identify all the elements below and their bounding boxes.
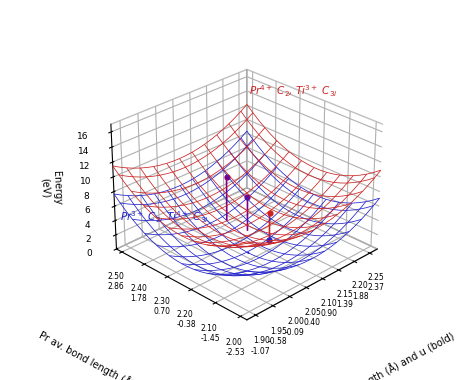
Text: Pr$^{3+}$ $C_2$, Ti$^{4+}$ $C_{3i}$: Pr$^{3+}$ $C_2$, Ti$^{4+}$ $C_{3i}$ <box>120 209 209 225</box>
Text: Pr$^{4+}$ $C_2$, Ti$^{3+}$ $C_{3i}$: Pr$^{4+}$ $C_2$, Ti$^{3+}$ $C_{3i}$ <box>249 84 337 99</box>
Y-axis label: Pr av. bond length (Å) and u (bold): Pr av. bond length (Å) and u (bold) <box>37 329 191 380</box>
X-axis label: Ti av. bond length (Å) and u (bold): Ti av. bond length (Å) and u (bold) <box>303 329 456 380</box>
